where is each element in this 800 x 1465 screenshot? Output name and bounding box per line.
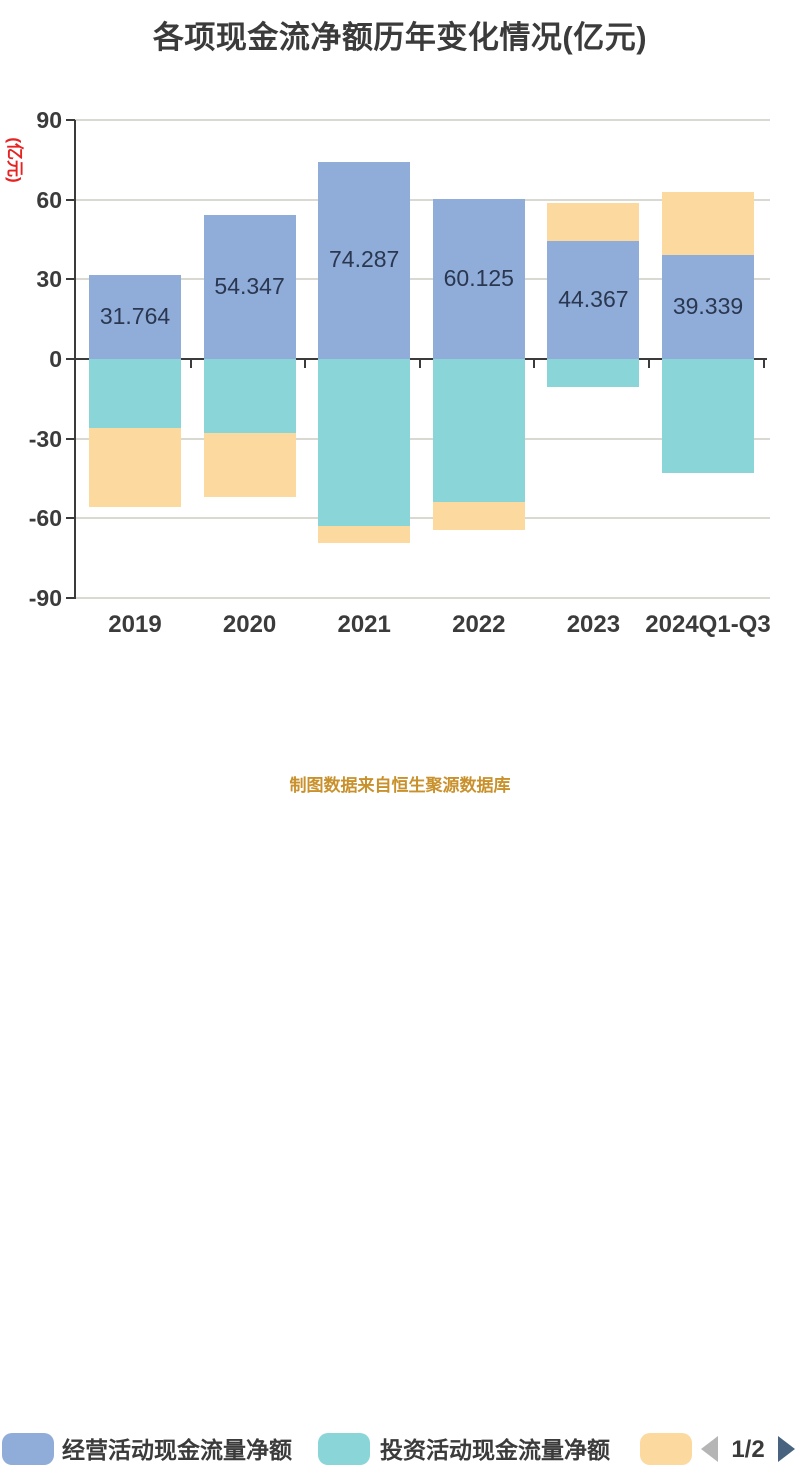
bar-segment <box>547 241 640 359</box>
y-axis-tick <box>66 437 75 440</box>
y-tick-label: 90 <box>36 107 62 133</box>
x-axis-tick <box>763 359 765 368</box>
bar-segment <box>203 214 296 359</box>
plot-area: 90 60 30 0 -30 -60 -90 31.764 2019 54.347 2020 74.2… <box>28 107 771 638</box>
gridline <box>75 198 770 201</box>
x-axis-tick <box>533 359 535 368</box>
x-axis-tick <box>190 359 192 368</box>
y-axis-tick <box>66 198 75 201</box>
bar-segment <box>662 192 754 255</box>
gridline <box>75 597 770 599</box>
y-axis-tick <box>66 517 75 520</box>
x-tick-label: 2022 <box>452 611 506 638</box>
y-axis-tick <box>66 597 75 599</box>
bar-value-label: 60.125 <box>443 265 514 292</box>
chart-card: 各项现金流净额历年变化情况(亿元) (亿元) 90 60 30 0 -30 -60 -90 3… <box>0 20 800 1465</box>
y-tick-label: -60 <box>28 505 62 532</box>
x-tick-label: 2020 <box>222 611 277 638</box>
bar-segment <box>318 526 411 544</box>
gridline <box>75 278 770 281</box>
x-tick-label: 2019 <box>108 611 162 638</box>
y-tick-label: -30 <box>28 425 62 452</box>
legend-swatch-financing[interactable] <box>640 1433 692 1465</box>
bar-segment <box>662 254 754 359</box>
bar-segment <box>432 359 525 502</box>
bar-segment <box>203 359 296 434</box>
x-axis-tick <box>648 359 650 368</box>
bar-segment <box>318 161 411 359</box>
gridline <box>75 119 770 121</box>
y-axis-tick <box>66 278 75 281</box>
legend: 经营活动现金流量净额 投资活动现金流量净额 1/2 <box>0 714 800 1465</box>
y-tick-label: 30 <box>36 266 62 293</box>
x-tick-label: 2023 <box>566 611 621 638</box>
x-tick-label: 2021 <box>337 611 391 638</box>
bar-segment <box>547 203 640 242</box>
bar-segment <box>547 359 640 387</box>
bar-value-label: 44.367 <box>558 286 629 313</box>
legend-label-operating[interactable]: 经营活动现金流量净额 <box>62 1437 292 1463</box>
bar-segment <box>662 359 754 473</box>
bar-segment <box>432 199 525 359</box>
gridline <box>75 437 770 440</box>
bar-segment <box>318 359 411 527</box>
y-tick-label: -90 <box>28 585 62 611</box>
bar-value-label: 31.764 <box>99 302 171 329</box>
legend-pager-label: 1/2 <box>731 1436 765 1463</box>
legend-label-investing[interactable]: 投资活动现金流量净额 <box>380 1437 610 1463</box>
legend-pager-prev-icon[interactable] <box>701 1436 718 1462</box>
y-axis-tick <box>66 358 75 360</box>
legend-swatch-investing[interactable] <box>318 1433 370 1465</box>
legend-pager-next-icon[interactable] <box>778 1436 795 1462</box>
chart-title: 各项现金流净额历年变化情况(亿元) <box>152 20 648 55</box>
x-axis-line <box>75 358 767 360</box>
x-axis-tick <box>304 359 306 368</box>
bar-value-label: 54.347 <box>214 272 285 299</box>
bar-segment <box>89 428 181 507</box>
bar-segment <box>203 433 296 498</box>
x-tick-label: 2024Q1-Q3 <box>645 611 771 638</box>
y-tick-label: 60 <box>36 186 62 213</box>
source-caption: 制图数据来自恒生聚源数据库 <box>289 776 511 795</box>
bar-segment <box>89 274 181 359</box>
x-axis-tick <box>419 359 421 368</box>
bar-segment <box>89 359 181 429</box>
bar-value-label: 39.339 <box>672 292 744 319</box>
bar-value-label: 74.287 <box>329 246 400 273</box>
y-tick-label: 0 <box>49 346 62 372</box>
bar-segment <box>432 501 525 530</box>
legend-swatch-operating[interactable] <box>2 1433 54 1465</box>
gridline <box>75 517 770 520</box>
y-axis-tick <box>66 119 75 121</box>
